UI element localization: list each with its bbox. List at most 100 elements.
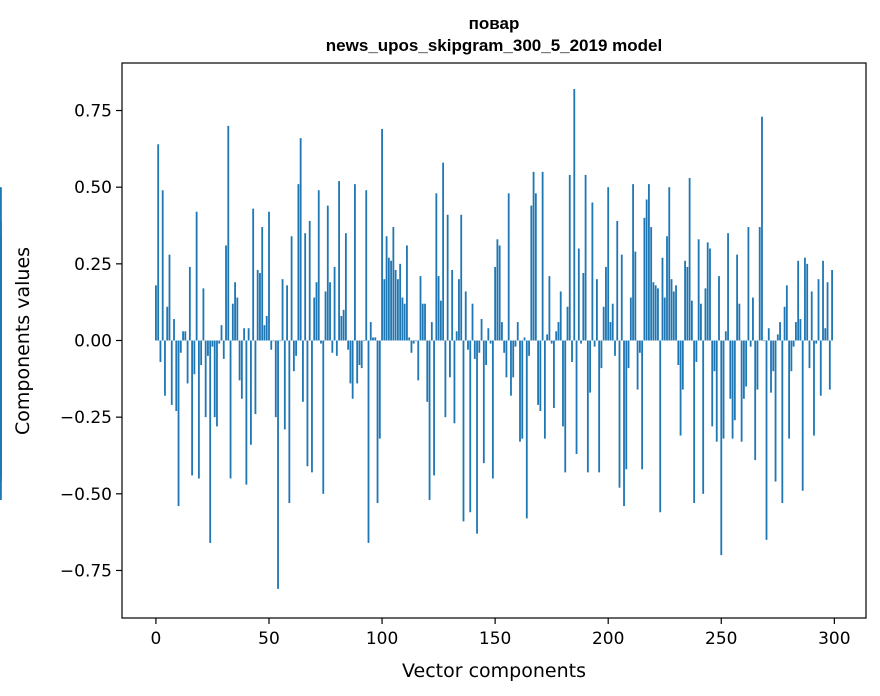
bar-component-76	[326, 205, 329, 341]
bar-component-166	[530, 205, 533, 341]
bar-component-135	[460, 214, 463, 341]
bar-component-61	[292, 340, 295, 372]
bar-component-203	[614, 340, 616, 356]
bar-component-281	[790, 340, 793, 372]
y-tick-label: −0.75	[60, 561, 112, 581]
bar-component-15	[188, 266, 191, 341]
bar-component-140	[471, 303, 474, 341]
bar-component-210	[629, 297, 632, 341]
bar-component-96	[372, 337, 374, 341]
bar-component-272	[770, 340, 772, 393]
chart-subtitle: news_upos_skipgram_300_5_2019 model	[326, 36, 662, 55]
bar-component-176	[553, 340, 555, 408]
bar-component-105	[392, 227, 395, 341]
bar-component-118	[421, 303, 424, 341]
bar-component-126	[439, 300, 442, 341]
bar-component-77	[329, 282, 331, 341]
bar-component-14	[186, 340, 189, 384]
bar-component-104	[390, 260, 393, 341]
x-tick-label: 0	[151, 629, 162, 649]
bar-component-66	[304, 233, 307, 341]
bar-component-256	[733, 340, 736, 421]
bar-component-229	[672, 291, 675, 341]
bar-component-143	[478, 340, 481, 353]
y-tick-label: 0.00	[74, 332, 112, 352]
bar-component-38	[240, 340, 243, 399]
bar-component-254	[729, 340, 732, 399]
bar-component-4	[164, 340, 166, 396]
bar-component-112	[408, 337, 411, 341]
bar-component-88	[354, 184, 356, 341]
bar-component-142	[476, 340, 478, 534]
bar-component-162	[521, 340, 524, 439]
bar-component-216	[643, 217, 646, 341]
bar-component-189	[582, 273, 585, 341]
bar-component-209	[627, 340, 630, 369]
bar-component-298	[828, 340, 831, 390]
bar-component-138	[467, 340, 469, 350]
bar-component-187	[577, 248, 580, 341]
bar-component-91	[360, 340, 363, 369]
bar-component-9	[175, 340, 178, 412]
bar-component-265	[754, 340, 757, 461]
bar-component-240	[697, 239, 700, 341]
bar-component-69	[311, 340, 313, 473]
bar-component-144	[480, 319, 483, 341]
bar-component-299	[831, 269, 833, 341]
bar-component-286	[801, 340, 804, 491]
bar-component-47	[261, 227, 264, 341]
bar-component-27	[216, 340, 218, 427]
bar-component-111	[406, 245, 408, 341]
bar-component-223	[659, 340, 662, 513]
bar-component-253	[727, 233, 729, 341]
bar-component-164	[525, 340, 528, 519]
bar-component-169	[537, 340, 539, 405]
bar-component-92	[363, 340, 365, 342]
bar-component-195	[595, 279, 598, 341]
y-axis-label: Components values	[12, 247, 34, 435]
y-tick-label: −0.50	[60, 485, 112, 505]
bar-component-172	[543, 340, 546, 439]
bar-component-21	[202, 288, 205, 341]
bar-component-246	[711, 340, 714, 427]
bar-component-45	[256, 269, 259, 341]
bar-component-110	[403, 303, 406, 341]
bar-component-57	[283, 340, 286, 430]
bar-component-106	[394, 269, 397, 341]
bar-component-161	[519, 340, 521, 442]
bar-component-107	[396, 279, 399, 341]
y-tick-label: 0.25	[74, 255, 112, 275]
bar-component-173	[546, 334, 549, 341]
bar-component-49	[265, 315, 268, 341]
bar-component-249	[718, 276, 720, 341]
bar-component-248	[715, 340, 718, 442]
bar-component-5	[166, 306, 169, 341]
bar-component-153	[501, 322, 503, 341]
bar-component-102	[385, 236, 388, 341]
bar-component-119	[424, 303, 426, 341]
bar-component-36	[236, 297, 239, 341]
plot-frame	[121, 62, 867, 619]
bar-component-64	[299, 138, 302, 341]
bar-component-269	[763, 340, 766, 342]
bar-component-149	[491, 340, 494, 479]
bar-component-8	[173, 319, 175, 341]
bar-component-275	[776, 334, 779, 341]
bar-component-202	[611, 303, 614, 341]
bar-component-167	[532, 171, 535, 341]
bar-component-35	[234, 282, 236, 341]
bar-component-178	[557, 322, 560, 341]
bar-component-294	[819, 340, 822, 396]
bar-component-285	[799, 319, 802, 341]
bar-component-26	[213, 340, 216, 418]
bar-component-44	[254, 340, 257, 415]
bar-component-186	[575, 340, 578, 454]
bar-component-232	[679, 340, 682, 436]
bar-component-215	[641, 340, 644, 470]
bar-component-193	[591, 202, 594, 341]
y-tick-label: 0.50	[74, 178, 112, 198]
bar-component-170	[539, 340, 542, 412]
bar-component-252	[724, 331, 727, 341]
bar-component-183	[568, 174, 571, 341]
bar-component-24	[209, 340, 212, 543]
